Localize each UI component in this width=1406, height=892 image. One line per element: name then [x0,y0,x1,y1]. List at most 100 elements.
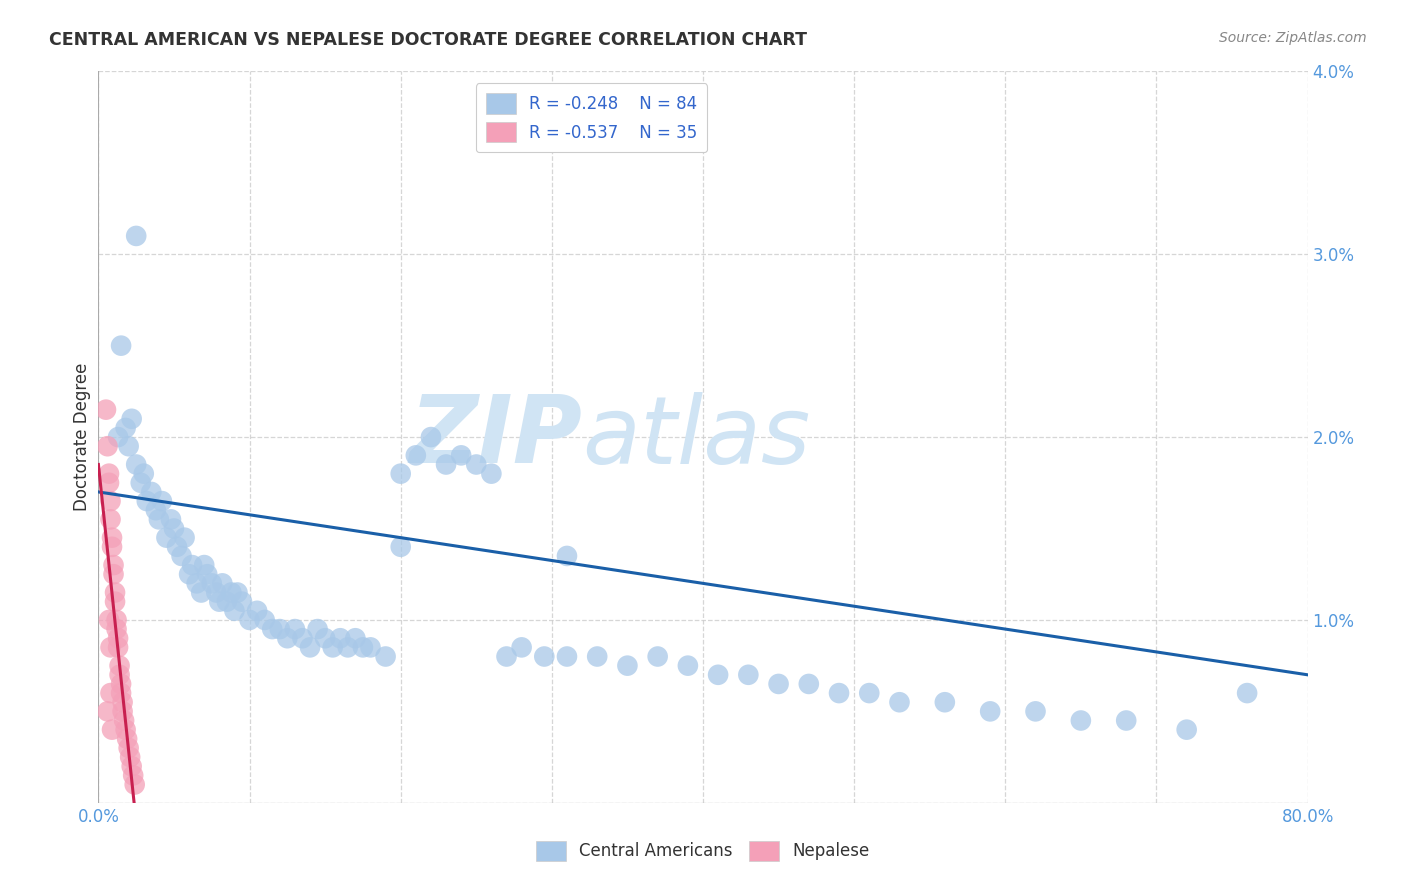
Point [291,632,314,646]
Point [145,503,167,517]
Point [307,622,329,636]
Point [555,549,578,563]
Point [1070,714,1092,728]
Point [148,512,170,526]
Point [533,649,555,664]
Point [111,705,134,719]
Point [360,640,382,655]
Point [389,467,412,481]
Point [352,640,374,655]
Point [103,558,125,573]
Point [322,640,344,655]
Point [224,604,246,618]
Point [108,667,131,681]
Point [112,714,135,728]
Point [115,731,138,746]
Point [676,658,699,673]
Point [107,640,129,655]
Point [173,531,195,545]
Point [122,768,145,782]
Point [616,658,638,673]
Point [211,576,233,591]
Point [208,595,231,609]
Point [108,658,131,673]
Point [101,723,124,737]
Text: atlas: atlas [582,392,810,483]
Point [100,494,122,508]
Point [555,649,578,664]
Point [707,667,730,681]
Point [110,338,132,352]
Text: CENTRAL AMERICAN VS NEPALESE DOCTORATE DEGREE CORRELATION CHART: CENTRAL AMERICAN VS NEPALESE DOCTORATE D… [49,31,807,49]
Point [215,595,238,609]
Point [374,649,396,664]
Point [253,613,276,627]
Point [1024,705,1046,719]
Point [276,632,298,646]
Point [181,558,204,573]
Point [107,430,129,444]
Point [889,695,911,709]
Point [1175,723,1198,737]
Point [246,604,269,618]
Text: ZIP: ZIP [409,391,582,483]
Point [481,467,503,481]
Point [231,595,253,609]
Point [98,475,121,490]
Point [828,686,851,700]
Point [858,686,880,700]
Point [141,485,163,500]
Point [934,695,956,709]
Point [221,585,243,599]
Point [96,705,118,719]
Legend: Central Americans, Nepalese: Central Americans, Nepalese [529,834,877,868]
Point [107,632,129,646]
Point [104,595,127,609]
Point [100,640,122,655]
Point [98,467,121,481]
Point [110,677,132,691]
Point [110,686,132,700]
Point [434,458,457,472]
Point [420,430,443,444]
Point [284,622,307,636]
Point [586,649,609,664]
Point [125,458,148,472]
Point [170,549,193,563]
Point [150,494,173,508]
Point [114,723,136,737]
Point [510,640,533,655]
Point [105,622,128,636]
Y-axis label: Doctorate Degree: Doctorate Degree [73,363,91,511]
Point [647,649,669,664]
Point [201,576,224,591]
Point [103,567,125,582]
Point [124,778,146,792]
Point [100,512,122,526]
Point [121,759,143,773]
Point [195,567,218,582]
Point [269,622,291,636]
Point [389,540,412,554]
Point [239,613,262,627]
Point [179,567,201,582]
Point [737,667,759,681]
Point [193,558,215,573]
Point [190,585,212,599]
Point [163,521,186,535]
Point [135,494,157,508]
Point [160,512,183,526]
Point [114,421,136,435]
Point [205,585,228,599]
Point [101,531,124,545]
Point [105,613,128,627]
Point [465,458,488,472]
Point [104,585,127,599]
Point [132,467,155,481]
Point [94,402,117,417]
Point [979,705,1001,719]
Text: Source: ZipAtlas.com: Source: ZipAtlas.com [1219,31,1367,45]
Point [1236,686,1258,700]
Point [344,632,367,646]
Point [262,622,284,636]
